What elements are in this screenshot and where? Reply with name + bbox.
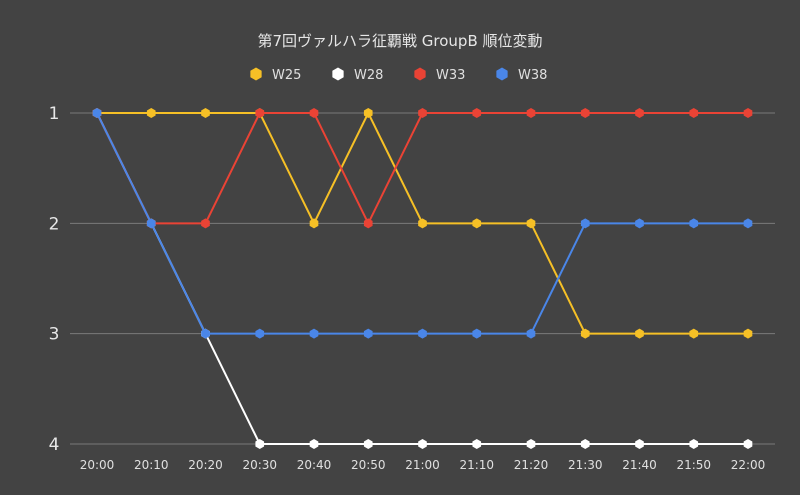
series-line-w28 [96,112,748,445]
x-tick-label: 20:00 [80,458,115,472]
x-tick-label: 20:30 [242,458,277,472]
x-tick-label: 21:30 [568,458,603,472]
data-point [201,108,210,118]
legend-label: W25 [272,68,301,83]
y-axis: 1 2 3 4 [49,104,60,455]
legend-item-w33[interactable]: W33 [414,67,465,84]
legend-item-w38[interactable]: W38 [496,67,547,84]
series-line-w33 [96,112,748,225]
x-tick-label: 20:10 [134,458,169,472]
legend-marker [414,67,426,81]
data-point [689,328,699,339]
data-point [92,108,102,118]
data-point [201,218,210,229]
data-point [580,439,590,449]
data-point [472,439,482,449]
series-w38 [92,108,753,339]
data-point [526,108,536,118]
data-point [255,439,265,449]
legend-marker [250,67,262,81]
data-point [635,439,644,449]
data-point [743,439,753,449]
data-point [472,328,482,339]
data-point [689,108,699,118]
y-tick-label: 3 [49,325,60,345]
data-point [526,328,536,339]
data-point [689,218,699,229]
x-tick-label: 22:00 [731,458,766,472]
legend-label: W33 [436,68,465,83]
data-point [580,328,590,339]
x-tick-label: 20:50 [351,458,386,472]
data-point [472,108,482,118]
data-point [635,218,644,229]
legend-item-w28[interactable]: W28 [332,67,383,84]
series-layer [92,108,753,449]
data-point [418,108,427,118]
x-axis: 20:00 20:10 20:20 20:30 20:40 20:50 21:00 21:10… [80,458,766,472]
legend-label: W38 [518,68,547,83]
chart-title: 第7回ヴァルハラ征覇戦 GroupB 順位変動 [257,32,542,50]
x-tick-label: 20:20 [188,458,223,472]
data-point [635,328,644,339]
x-tick-label: 21:40 [622,458,657,472]
data-point [743,328,753,339]
data-point [309,439,319,449]
data-point [309,218,319,229]
data-point [309,328,319,339]
x-tick-label: 21:00 [405,458,440,472]
legend-item-w25[interactable]: W25 [250,67,301,84]
data-point [146,108,156,118]
data-point [255,328,265,339]
data-point [418,328,427,339]
data-point [743,218,753,229]
y-tick-label: 4 [49,435,60,455]
data-point [526,439,536,449]
data-point [363,439,373,449]
data-point [201,328,210,339]
data-point [743,108,753,118]
data-point [255,108,265,118]
data-point [635,108,644,118]
legend-label: W28 [354,68,383,83]
data-point [363,218,373,229]
series-w28 [92,108,753,449]
x-tick-label: 21:50 [676,458,711,472]
x-tick-label: 21:20 [514,458,549,472]
legend-marker [496,67,508,81]
x-tick-label: 20:40 [297,458,332,472]
data-point [580,108,590,118]
legend-marker [332,67,344,81]
data-point [526,218,536,229]
legend: W25 W28 W33 W38 [250,67,547,84]
gridlines [70,112,775,445]
series-w33 [92,108,753,229]
data-point [472,218,482,229]
data-point [363,108,373,118]
x-tick-label: 21:10 [459,458,494,472]
data-point [689,439,699,449]
y-tick-label: 1 [49,104,60,124]
data-point [418,439,427,449]
data-point [363,328,373,339]
data-point [146,218,156,229]
data-point [309,108,319,118]
data-point [580,218,590,229]
y-tick-label: 2 [49,214,60,234]
data-point [418,218,427,229]
